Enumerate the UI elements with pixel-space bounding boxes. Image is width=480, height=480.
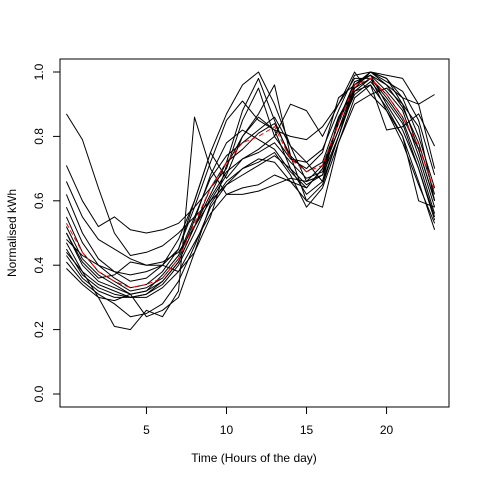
y-axis-label: Normalised kWh	[5, 189, 19, 277]
series-layer	[65, 71, 436, 331]
x-axis: 5 10 15 20	[143, 407, 394, 437]
series-line-14	[66, 94, 436, 318]
y-tick-label: 0.4	[32, 257, 46, 274]
series-line-15	[66, 84, 436, 276]
y-axis: 0.0 0.2 0.4 0.6 0.8 1.0	[32, 63, 60, 402]
y-tick-label: 0.2	[32, 321, 46, 338]
series-line-13	[66, 71, 435, 331]
y-tick-label: 0.6	[32, 192, 46, 209]
plot-frame	[59, 58, 450, 408]
x-axis-label: Time (Hours of the day)	[191, 451, 317, 465]
x-tick-label: 10	[220, 423, 234, 437]
series-line-6	[65, 74, 436, 292]
series-line-11	[65, 74, 436, 298]
series-line-9	[65, 81, 436, 298]
series-line-3	[65, 71, 436, 266]
series-line-10	[65, 77, 436, 298]
series-line-4	[65, 71, 436, 282]
x-tick-label: 15	[300, 423, 314, 437]
y-tick-label: 1.0	[32, 63, 46, 80]
series-line-12	[66, 84, 436, 318]
y-tick-label: 0.8	[32, 128, 46, 145]
series-line-8	[65, 71, 436, 295]
series-line-mean	[65, 77, 436, 289]
x-tick-label: 20	[380, 423, 394, 437]
series-line-16	[65, 77, 435, 279]
y-tick-label: 0.0	[32, 385, 46, 402]
x-tick-label: 5	[143, 423, 150, 437]
